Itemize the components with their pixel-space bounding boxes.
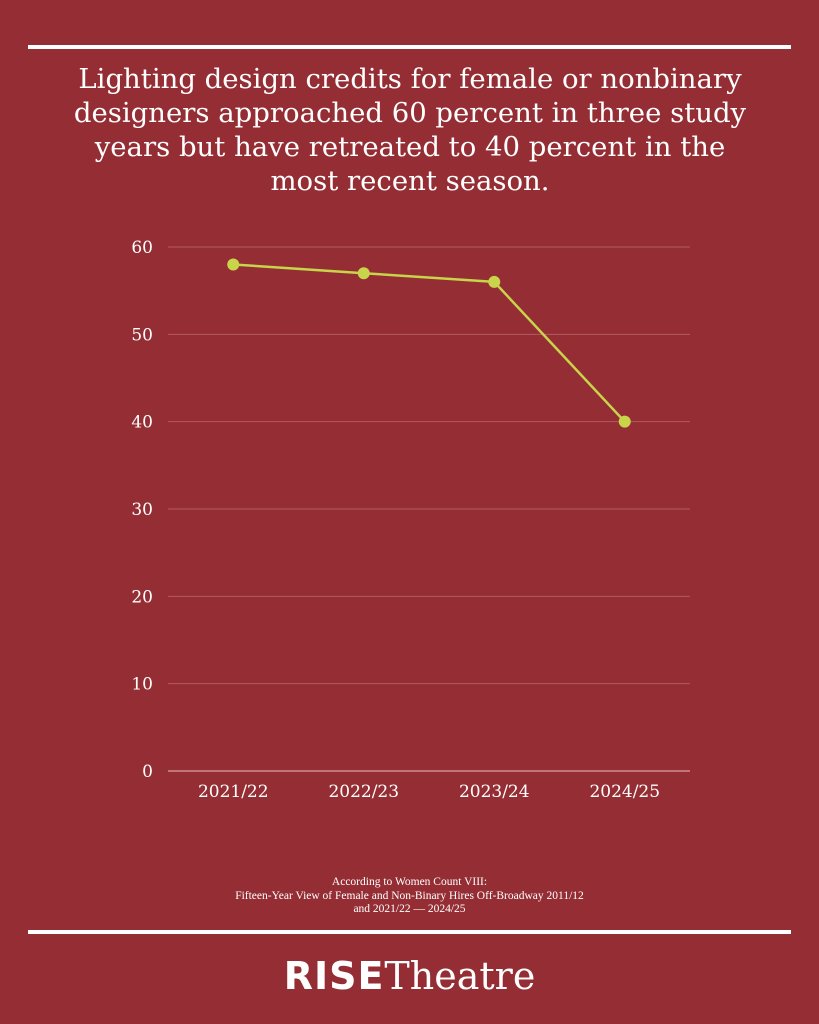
data-points (227, 258, 631, 428)
rise-theatre-logo: RISETheatre (0, 952, 819, 1000)
y-tick-label: 10 (131, 675, 153, 695)
x-tick-label: 2024/25 (589, 782, 660, 802)
series-polyline (233, 263, 626, 423)
x-tick-labels: 2021/22 2022/23 2023/24 2024/25 (198, 782, 660, 802)
source-line-1: According to Women Count VIII: (331, 876, 488, 888)
data-point (227, 258, 240, 271)
logo-light-text: Theatre (384, 954, 536, 998)
grid-lines (168, 246, 690, 772)
y-tick-labels: 0 10 20 30 40 50 60 (131, 238, 153, 782)
top-divider (28, 45, 791, 49)
series-line (233, 263, 626, 423)
data-point (618, 415, 631, 428)
x-tick-label: 2021/22 (198, 782, 269, 802)
chart-title: Lighting design credits for female or no… (73, 63, 747, 197)
line-chart: 0 10 20 30 40 50 60 2021/22 2022/23 2023/24 2024/… (131, 238, 690, 802)
y-tick-label: 60 (131, 238, 153, 258)
source-line-3: and 2021/22 — 2024/25 (353, 903, 466, 915)
y-tick-label: 20 (131, 587, 153, 607)
data-point (357, 267, 370, 280)
y-tick-label: 0 (142, 762, 153, 782)
x-tick-label: 2023/24 (459, 782, 530, 802)
x-tick-label: 2022/23 (328, 782, 399, 802)
bottom-divider (28, 930, 791, 934)
y-tick-label: 30 (131, 500, 153, 520)
source-line-2: Fifteen-Year View of Female and Non-Bina… (235, 889, 584, 902)
logo-bold-text: RISE (283, 954, 385, 998)
source-note: According to Women Count VIII: Fifteen-Y… (160, 876, 659, 917)
y-tick-label: 40 (131, 413, 153, 433)
y-tick-label: 50 (131, 325, 153, 345)
data-point (488, 275, 501, 288)
